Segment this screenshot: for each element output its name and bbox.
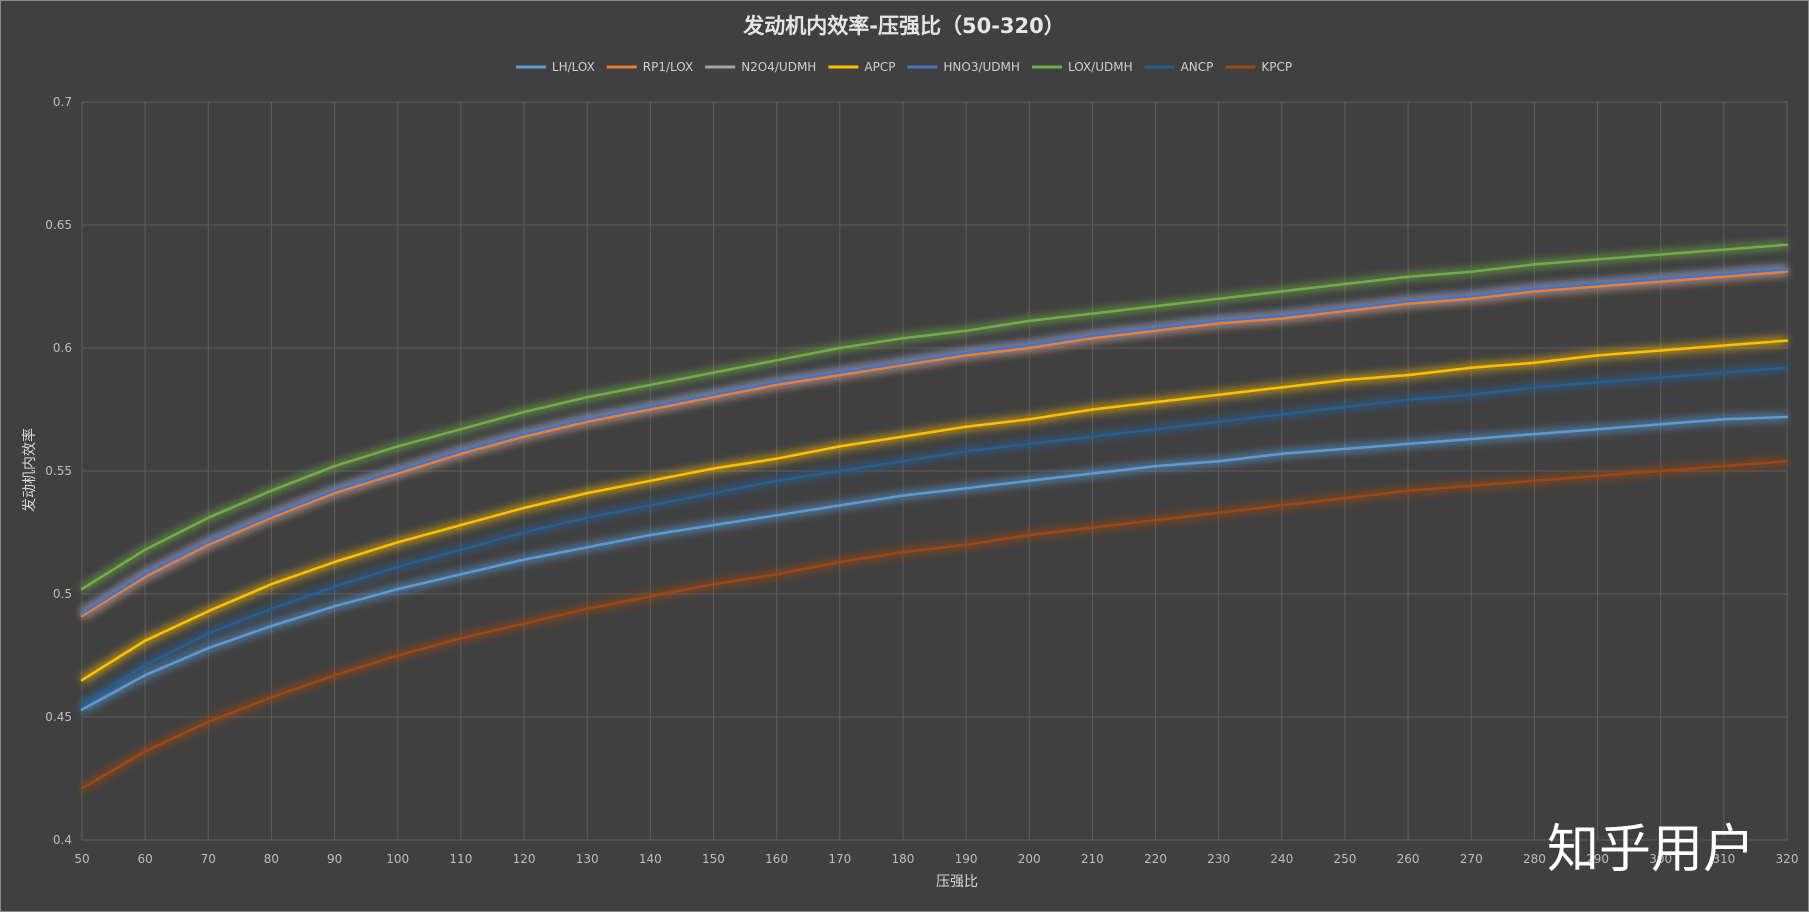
x-tick-label: 220	[1144, 852, 1167, 866]
x-tick-label: 100	[386, 852, 409, 866]
chart-title: 发动机内效率-压强比（50-320）	[742, 14, 1065, 38]
y-axis-ticks: 0.4 0.45 0.5 0.55 0.6 0.65 0.7	[45, 95, 72, 847]
legend-label: KPCP	[1261, 60, 1292, 74]
legend-label: LOX/UDMH	[1068, 60, 1133, 74]
x-tick-label: 160	[765, 852, 788, 866]
series-line-lox-udmh	[80, 243, 1789, 591]
series-line-ancp	[80, 366, 1789, 706]
legend-item: HNO3/UDMH	[907, 60, 1020, 74]
x-tick-label: 50	[74, 852, 89, 866]
x-tick-label: 110	[449, 852, 472, 866]
legend-label: ANCP	[1181, 60, 1214, 74]
series-glow-kpcp	[79, 456, 1788, 793]
legend: LH/LOX RP1/LOX N2O4/UDMH APCP HNO3/UDMH LOX/U…	[515, 60, 1292, 74]
x-tick-label: 280	[1523, 852, 1546, 866]
legend-item: APCP	[828, 60, 895, 74]
series-line-hno3-udmh	[80, 268, 1789, 615]
y-axis-title: 发动机内效率	[21, 428, 38, 512]
legend-item: LOX/UDMH	[1032, 60, 1133, 74]
x-tick-label: 310	[1712, 852, 1735, 866]
series-glow-ancp	[79, 363, 1788, 709]
x-tick-label: 170	[828, 852, 851, 866]
y-tick-label: 0.7	[53, 95, 72, 109]
legend-item: KPCP	[1225, 60, 1292, 74]
series-line-rp1-lox	[80, 270, 1789, 618]
x-tick-label: 80	[264, 852, 279, 866]
x-tick-label: 90	[327, 852, 342, 866]
series-line-lh-lox	[80, 415, 1789, 711]
y-tick-label: 0.6	[53, 341, 72, 355]
series-glow-lox-udmh	[79, 240, 1788, 593]
x-tick-label: 150	[702, 852, 725, 866]
series-line-apcp	[80, 339, 1789, 682]
y-tick-label: 0.4	[53, 833, 72, 847]
x-tick-label: 210	[1081, 852, 1104, 866]
legend-label: LH/LOX	[552, 60, 595, 74]
legend-label: N2O4/UDMH	[741, 60, 816, 74]
x-tick-label: 270	[1460, 852, 1483, 866]
x-tick-label: 260	[1397, 852, 1420, 866]
x-tick-label: 290	[1586, 852, 1609, 866]
legend-item: LH/LOX	[515, 60, 595, 74]
legend-item: N2O4/UDMH	[705, 60, 816, 74]
y-tick-label: 0.45	[45, 710, 72, 724]
series-glow-layer	[79, 240, 1788, 793]
x-tick-label: 240	[1270, 852, 1293, 866]
series-layer	[80, 243, 1789, 790]
x-tick-label: 320	[1776, 852, 1799, 866]
x-tick-label: 60	[138, 852, 153, 866]
grid	[81, 101, 1788, 841]
legend-item: RP1/LOX	[606, 60, 693, 74]
x-tick-label: 230	[1207, 852, 1230, 866]
y-tick-label: 0.55	[45, 464, 72, 478]
legend-label: APCP	[864, 60, 895, 74]
legend-label: RP1/LOX	[643, 60, 693, 74]
x-tick-label: 180	[891, 852, 914, 866]
x-tick-label: 300	[1649, 852, 1672, 866]
x-tick-label: 190	[955, 852, 978, 866]
x-tick-label: 70	[201, 852, 216, 866]
legend-label: HNO3/UDMH	[943, 60, 1020, 74]
legend-item: ANCP	[1144, 60, 1214, 74]
watermark: 知乎用户	[1547, 820, 1755, 880]
x-tick-label: 130	[576, 852, 599, 866]
x-tick-label: 250	[1334, 852, 1357, 866]
x-axis-ticks: 50 60 70 80 90 100 110 120 130 140 150 160 170 180 190…	[74, 852, 1798, 866]
x-tick-label: 140	[639, 852, 662, 866]
y-tick-label: 0.5	[53, 587, 72, 601]
x-tick-label: 200	[1018, 852, 1041, 866]
x-tick-label: 120	[513, 852, 536, 866]
y-tick-label: 0.65	[45, 218, 72, 232]
x-axis-title: 压强比	[936, 874, 978, 890]
series-line-kpcp	[80, 459, 1789, 790]
